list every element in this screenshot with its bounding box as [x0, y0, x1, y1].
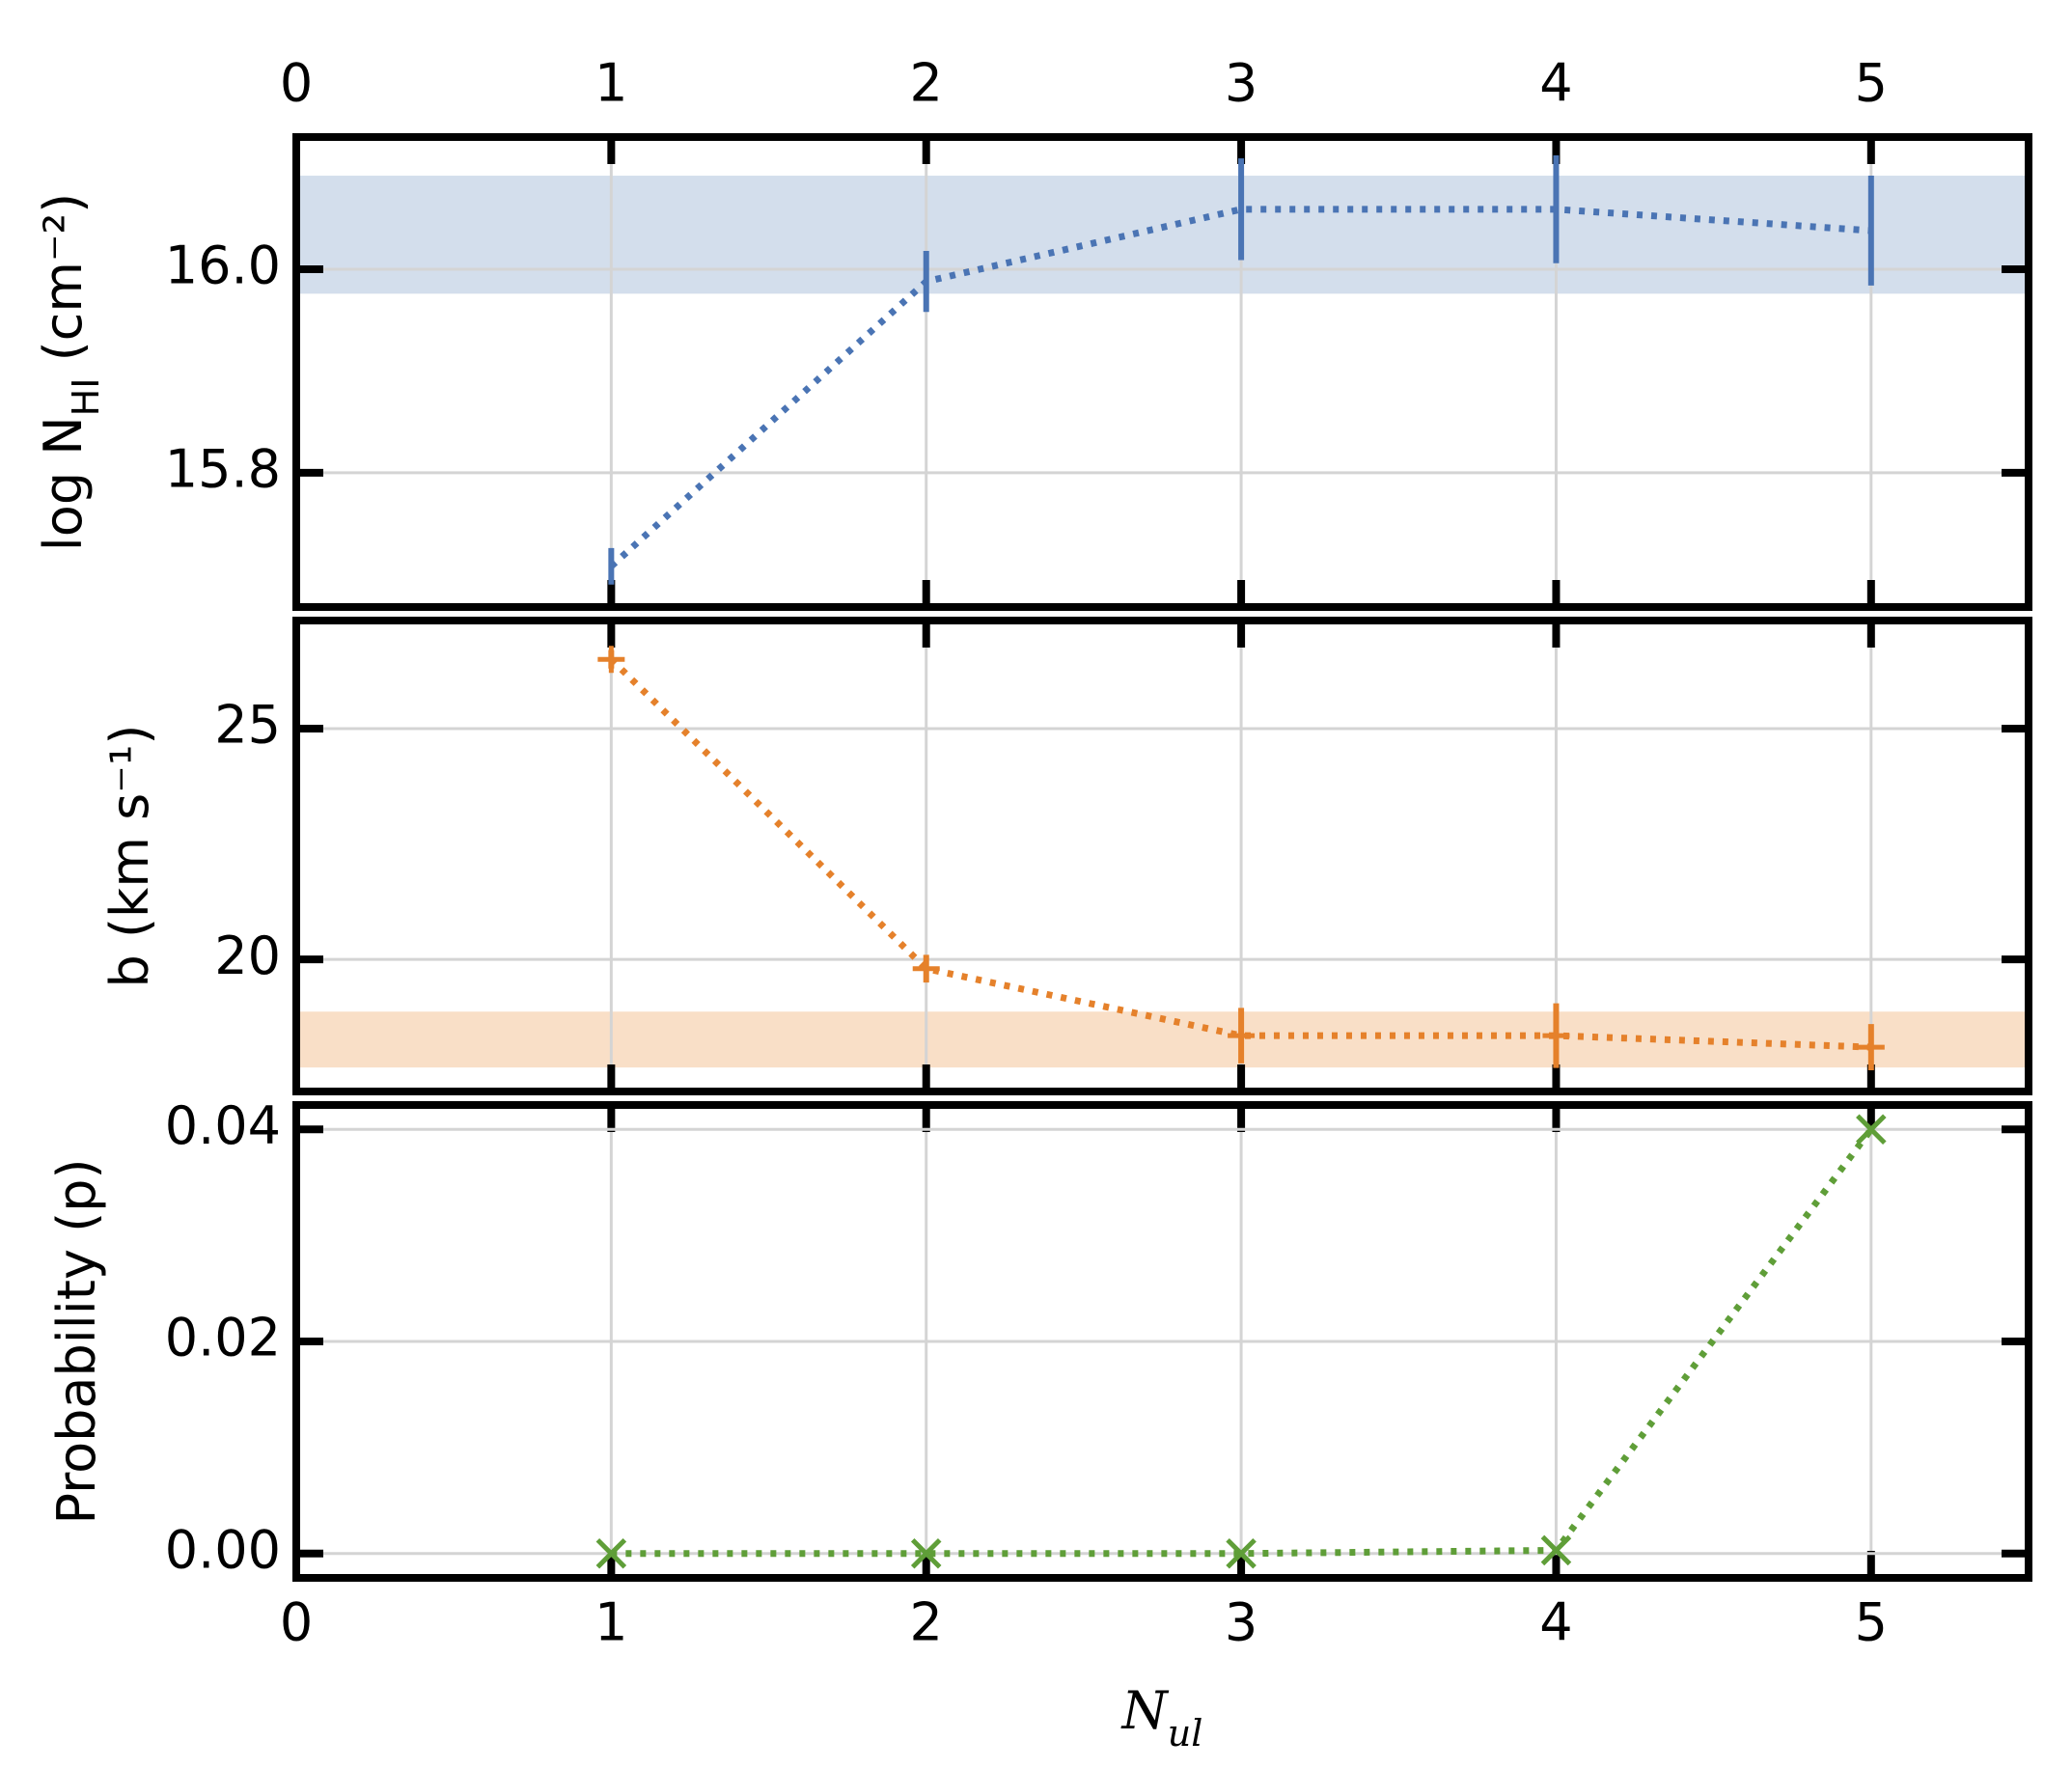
y-axis-label: log NHI (cm⁻²) — [33, 193, 107, 551]
marker — [1540, 1534, 1572, 1566]
y-tick-label: 25 — [214, 695, 281, 756]
marker — [1542, 1022, 1570, 1050]
panel: 0 1 2 3 4 5 15.8 16.0 log NHI (cm⁻²) — [33, 53, 2032, 611]
x-tick-label: 3 — [1225, 53, 1257, 114]
y-tick-label: 20 — [214, 925, 281, 986]
axes-frame — [292, 617, 2032, 1095]
x-tick-label: 2 — [910, 1592, 943, 1653]
marker — [910, 1537, 942, 1569]
panel: 0 1 2 3 4 5 0.00 0.02 0.04 Probability (p) Nul — [46, 1095, 2032, 1754]
x-tick-label: 5 — [1855, 1592, 1888, 1653]
marker — [1856, 1114, 1887, 1146]
marker — [595, 1537, 627, 1569]
band — [296, 176, 2029, 294]
series-line — [608, 656, 1871, 1051]
marker — [597, 646, 625, 674]
y-tick-label: 16.0 — [165, 235, 281, 296]
y-axis-label: Probability (p) — [46, 1158, 107, 1524]
panel: 20 25 b (km s⁻¹) — [99, 617, 2032, 1095]
x-tick-label: 3 — [1225, 1592, 1257, 1653]
y-tick-label: 0.00 — [165, 1519, 281, 1580]
x-tick-label: 2 — [910, 53, 943, 114]
y-axis-label: b (km s⁻¹) — [99, 725, 160, 988]
x-tick-label: 0 — [280, 53, 313, 114]
series-line — [611, 1127, 1874, 1558]
x-tick-label: 4 — [1539, 1592, 1572, 1653]
y-tick-label: 0.04 — [165, 1095, 281, 1156]
marker — [1857, 1034, 1885, 1062]
x-tick-label: 4 — [1539, 53, 1572, 114]
marker — [1226, 1537, 1257, 1569]
marker — [912, 954, 940, 982]
axes-frame — [292, 133, 2032, 611]
x-axis-label: Nul — [1120, 1680, 1203, 1754]
x-tick-label: 1 — [594, 53, 627, 114]
x-tick-label: 5 — [1855, 53, 1888, 114]
x-tick-label: 0 — [280, 1592, 313, 1653]
x-tick-label: 1 — [594, 1592, 627, 1653]
y-tick-label: 15.8 — [165, 438, 281, 499]
y-tick-label: 0.02 — [165, 1308, 281, 1368]
marker — [1228, 1022, 1256, 1050]
axes-frame — [292, 1101, 2032, 1582]
